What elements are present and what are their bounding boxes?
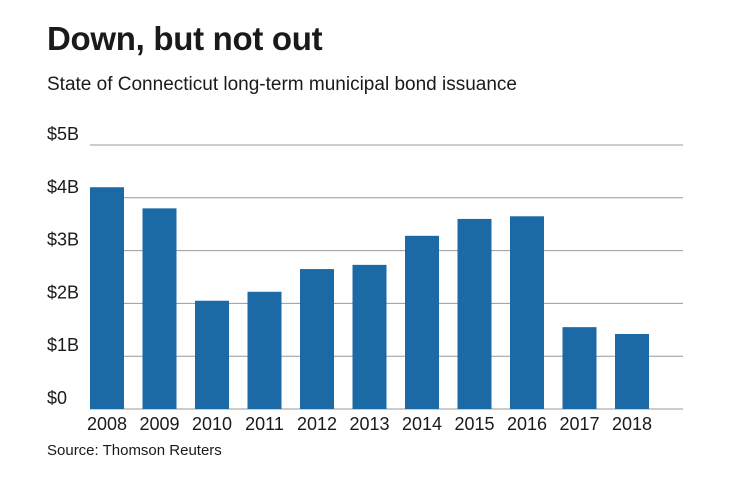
bar-2015 (457, 218, 492, 409)
x-tick-label: 2013 (349, 414, 389, 434)
x-tick-label: 2014 (402, 414, 442, 434)
y-tick-label: $5B (47, 124, 79, 144)
x-tick-label: 2011 (245, 414, 284, 434)
chart-subtitle: State of Connecticut long-term municipal… (47, 74, 517, 95)
bar-2013 (352, 264, 387, 409)
bar-2011 (247, 291, 282, 409)
x-tick-label: 2010 (192, 414, 232, 434)
x-tick-label: 2017 (559, 414, 599, 434)
bars (90, 187, 649, 409)
x-tick-label: 2018 (612, 414, 652, 434)
y-tick-label: $2B (47, 282, 79, 302)
x-tick-label: 2009 (139, 414, 179, 434)
x-tick-label: 2012 (297, 414, 337, 434)
x-axis-tick-labels: 2008 2009 2010 2011 2012 2013 2014 2015 2016 2017… (87, 414, 652, 434)
y-tick-label: $4B (47, 177, 79, 197)
bar-2010 (195, 300, 229, 409)
chart-title: Down, but not out (47, 20, 323, 57)
x-tick-label: 2008 (87, 414, 127, 434)
bar-2008 (90, 187, 124, 409)
source-note: Source: Thomson Reuters (47, 442, 222, 459)
x-tick-label: 2016 (507, 414, 547, 434)
y-axis-tick-labels: $0 $1B $2B $3B $4B $5B (47, 124, 79, 408)
y-tick-label: $0 (47, 388, 67, 408)
y-tick-label: $1B (47, 335, 79, 355)
bar-2012 (300, 269, 334, 409)
x-tick-label: 2015 (454, 414, 494, 434)
bar-2017 (562, 327, 597, 409)
y-tick-label: $3B (47, 230, 79, 250)
bar-2014 (405, 235, 439, 409)
bar-2016 (510, 216, 544, 409)
bar-2009 (142, 208, 177, 409)
bar-2018 (615, 334, 649, 409)
